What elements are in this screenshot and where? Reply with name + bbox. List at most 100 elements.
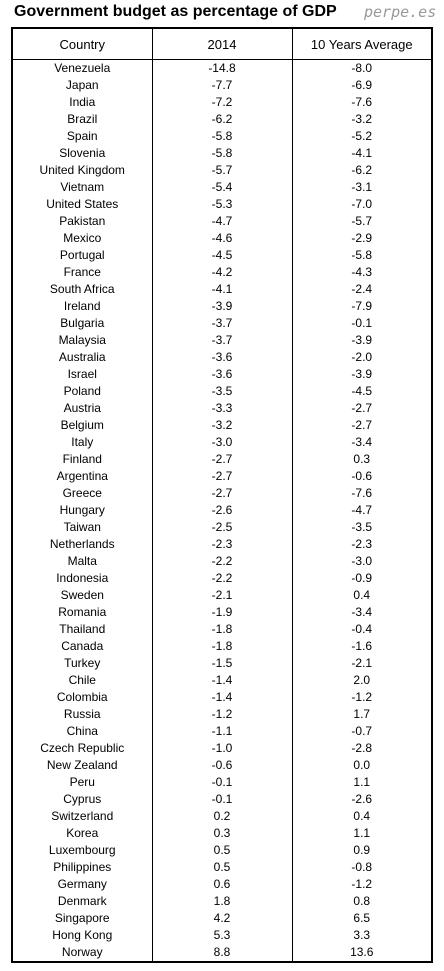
value-cell: -1.0 [151,740,292,757]
table-row: Venezuela -14.8 -8.0 [12,59,432,77]
value-cell: -2.7 [151,468,292,485]
table-row: Korea 0.3 1.1 [12,825,432,842]
value-cell: -3.9 [151,298,292,315]
value-cell: -3.4 [291,434,432,451]
value-cell: -3.7 [151,315,292,332]
table-row: Malaysia -3.7 -3.9 [12,332,432,349]
table-row: Brazil -6.2 -3.2 [12,111,432,128]
country-cell: Malaysia [58,333,106,347]
value-cell: -3.5 [151,383,292,400]
value-cell: -4.5 [151,247,292,264]
table-row: Malta -2.2 -3.0 [12,553,432,570]
value-cell: -2.7 [151,485,292,502]
value-cell: 0.8 [291,893,432,910]
value-cell: -3.9 [291,366,432,383]
table-row: Hong Kong 5.3 3.3 [12,927,432,944]
value-cell: 0.4 [291,587,432,604]
value-cell: -5.4 [151,179,292,196]
value-cell: 2.0 [291,672,432,689]
value-cell: -7.6 [291,485,432,502]
value-cell: -0.1 [291,315,432,332]
table-row: Taiwan -2.5 -3.5 [12,519,432,536]
country-cell: Belgium [60,418,104,432]
country-cell: Poland [63,384,101,398]
country-cell: Mexico [63,231,102,245]
value-cell: 6.5 [291,910,432,927]
table-row: Belgium -3.2 -2.7 [12,417,432,434]
country-cell: Slovenia [59,146,106,160]
value-cell: -2.5 [151,519,292,536]
country-cell: Argentina [56,469,108,483]
table-row: Argentina -2.7 -0.6 [12,468,432,485]
value-cell: -3.1 [291,179,432,196]
value-cell: 0.0 [291,757,432,774]
table-row: Israel -3.6 -3.9 [12,366,432,383]
table-row: Luxembourg 0.5 0.9 [12,842,432,859]
value-cell: -2.4 [291,281,432,298]
value-cell: 1.1 [291,825,432,842]
country-cell: Taiwan [63,520,101,534]
country-cell: Bulgaria [60,316,105,330]
value-cell: -2.7 [291,400,432,417]
table-row: Hungary -2.6 -4.7 [12,502,432,519]
value-cell: 5.3 [151,927,292,944]
value-cell: -0.4 [291,621,432,638]
value-cell: -2.7 [291,417,432,434]
value-cell: 1.8 [151,893,292,910]
value-cell: -1.1 [151,723,292,740]
table-row: United States -5.3 -7.0 [12,196,432,213]
value-cell: -2.3 [291,536,432,553]
value-cell: -5.8 [291,247,432,264]
value-cell: -5.2 [291,128,432,145]
table-row: Philippines 0.5 -0.8 [12,859,432,876]
table-row: China -1.1 -0.7 [12,723,432,740]
country-cell: France [63,265,101,279]
value-cell: -4.5 [291,383,432,400]
value-cell: 3.3 [291,927,432,944]
value-cell: -1.2 [291,689,432,706]
country-cell: Chile [68,673,96,687]
value-cell: -4.1 [291,145,432,162]
value-cell: -7.6 [291,94,432,111]
value-cell: 0.4 [291,808,432,825]
country-cell: Venezuela [54,61,111,75]
country-cell: Colombia [56,690,108,704]
country-cell: United Kingdom [39,163,125,177]
value-cell: -7.2 [151,94,292,111]
country-cell: Pakistan [59,214,106,228]
value-cell: -1.4 [151,672,292,689]
table-row: Finland -2.7 0.3 [12,451,432,468]
country-cell: Japan [65,78,99,92]
value-cell: -4.3 [291,264,432,281]
value-cell: -5.7 [291,213,432,230]
value-cell: -7.7 [151,77,292,94]
header-row: Country 2014 10 Years Average [12,28,432,60]
value-cell: -6.2 [291,162,432,179]
value-cell: -4.6 [151,230,292,247]
value-cell: -5.8 [151,145,292,162]
country-cell: Portugal [59,248,105,262]
value-cell: -4.7 [151,213,292,230]
table-body: Venezuela -14.8 -8.0 Japan -7.7 -6.9 India -7.2… [12,59,432,962]
value-cell: -2.0 [291,349,432,366]
value-cell: -2.9 [291,230,432,247]
table-row: France -4.2 -4.3 [12,264,432,281]
table-row: India -7.2 -7.6 [12,94,432,111]
country-cell: Russia [63,707,101,721]
country-cell: Cyprus [63,792,102,806]
table-row: Mexico -4.6 -2.9 [12,230,432,247]
country-cell: Brazil [67,112,98,126]
table-row: Slovenia -5.8 -4.1 [12,145,432,162]
table-row: Vietnam -5.4 -3.1 [12,179,432,196]
value-cell: 8.8 [151,944,292,962]
table-row: Cyprus -0.1 -2.6 [12,791,432,808]
column-header: Country [12,28,152,60]
value-cell: 4.2 [151,910,292,927]
budget-table: Country 2014 10 Years Average Venezuela -14… [11,27,433,963]
value-cell: -2.8 [291,740,432,757]
table-row: Russia -1.2 1.7 [12,706,432,723]
table-row: Portugal -4.5 -5.8 [12,247,432,264]
value-cell: -6.9 [291,77,432,94]
country-cell: Malta [67,554,97,568]
country-cell: Switzerland [51,809,114,823]
